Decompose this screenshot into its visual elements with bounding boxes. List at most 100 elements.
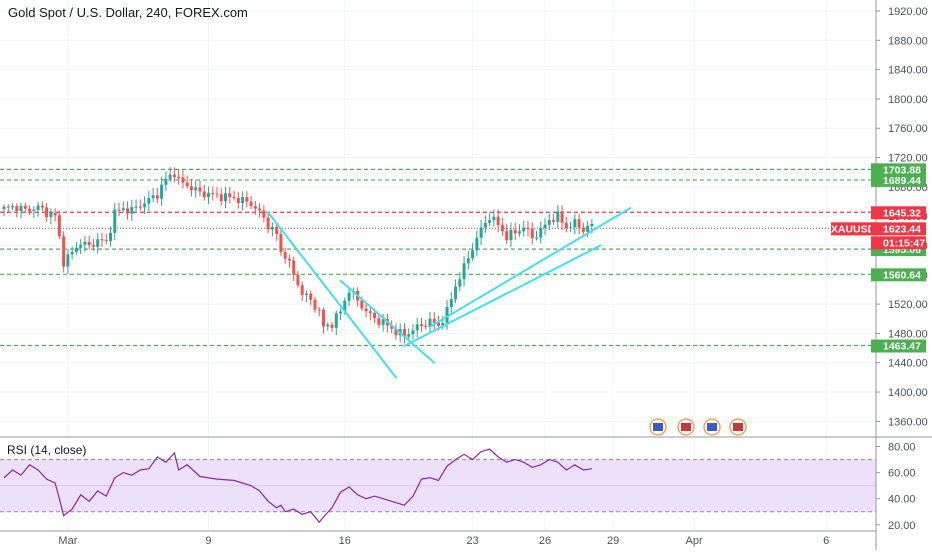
candle <box>407 334 411 337</box>
candle <box>564 222 568 229</box>
candle <box>530 229 534 239</box>
candle <box>322 309 325 327</box>
candle <box>373 312 377 319</box>
candle <box>454 286 458 300</box>
candle <box>441 323 445 326</box>
candle <box>83 241 87 245</box>
candle <box>172 174 176 177</box>
candle <box>40 205 44 208</box>
candle <box>15 206 19 212</box>
candle <box>496 216 500 226</box>
countdown-tag <box>871 236 926 250</box>
candle <box>245 197 249 202</box>
candle <box>445 306 449 324</box>
candle <box>347 292 351 301</box>
candle <box>279 233 283 253</box>
candle <box>241 197 245 203</box>
candle <box>492 216 496 221</box>
trend-line[interactable] <box>339 279 436 364</box>
candle <box>228 193 232 197</box>
y-tick-label: 1440.00 <box>888 358 928 370</box>
candle <box>411 330 415 335</box>
candle <box>292 260 296 275</box>
candle <box>590 223 594 227</box>
trend-line[interactable] <box>429 207 632 328</box>
candle <box>74 247 78 252</box>
candle <box>543 224 547 229</box>
candle <box>300 285 304 295</box>
candle <box>394 328 398 336</box>
candle <box>138 206 142 208</box>
trend-line[interactable] <box>267 211 397 379</box>
trend-line[interactable] <box>403 244 602 347</box>
candle <box>581 227 585 232</box>
candle <box>419 324 423 327</box>
candle <box>317 309 321 311</box>
candle <box>266 217 270 230</box>
candle <box>552 220 556 222</box>
candle <box>283 252 287 259</box>
candle <box>23 205 27 209</box>
candle <box>513 229 517 234</box>
candle <box>160 184 164 199</box>
candle <box>202 191 206 198</box>
candle <box>505 231 509 241</box>
candle <box>100 239 104 241</box>
price-level-value: 1645.32 <box>883 207 921 219</box>
candle <box>428 318 432 328</box>
candle <box>270 226 274 230</box>
candle <box>11 206 15 208</box>
x-tick-label: 23 <box>466 535 478 547</box>
event-flag-fill <box>653 423 663 431</box>
candle <box>539 228 543 238</box>
candle <box>198 187 202 192</box>
price-level-tag <box>871 339 926 353</box>
candle <box>57 215 61 237</box>
candle <box>390 325 394 329</box>
candle <box>53 212 57 216</box>
candle <box>424 326 428 328</box>
y-tick-label: 1880.00 <box>888 35 928 47</box>
candle <box>313 299 317 310</box>
candle <box>130 207 134 214</box>
candle <box>458 279 462 287</box>
candle <box>287 258 291 261</box>
x-tick-label: 9 <box>205 535 211 547</box>
candle <box>304 293 308 295</box>
candle <box>381 319 385 325</box>
candle <box>185 182 189 187</box>
symbol-tag-text: XAUUSD <box>831 223 876 235</box>
candle <box>32 209 36 212</box>
candle <box>334 313 338 328</box>
candle <box>569 227 573 229</box>
candle <box>330 324 334 328</box>
candle <box>121 208 125 211</box>
y-tick-label: 1720.00 <box>888 153 928 165</box>
rsi-y-tick-label: 60.00 <box>888 468 916 480</box>
x-tick-label: 26 <box>539 535 551 547</box>
candle <box>211 193 215 195</box>
candle <box>488 220 492 223</box>
candle <box>368 311 372 313</box>
candle <box>164 178 168 185</box>
candle <box>364 308 368 312</box>
x-tick-label: Mar <box>58 535 77 547</box>
candle <box>509 229 513 241</box>
candle <box>377 318 381 325</box>
candle <box>309 293 313 300</box>
candle <box>151 195 155 199</box>
candle <box>249 201 253 207</box>
candle <box>262 210 266 218</box>
candle <box>96 239 100 247</box>
candle <box>36 205 40 210</box>
candle <box>415 324 419 331</box>
candle <box>253 206 257 209</box>
candle <box>437 322 441 326</box>
candle <box>181 177 185 183</box>
price-level-value: 1689.44 <box>883 175 921 187</box>
candle <box>206 193 210 198</box>
candle <box>326 324 330 327</box>
y-tick-label: 1520.00 <box>888 299 928 311</box>
